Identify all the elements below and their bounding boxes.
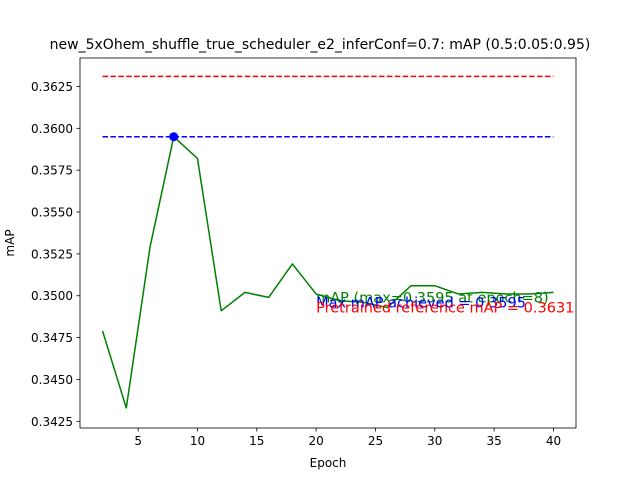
x-tick-label: 10 bbox=[190, 434, 205, 448]
y-tick-label: 0.3425 bbox=[31, 415, 73, 429]
y-axis: 0.3425 0.3450 0.3475 0.3500 0.3525 0.3550 0.35… bbox=[31, 80, 80, 429]
annotation-text: mAP (max=0.3595 at epoch=8) bbox=[316, 290, 549, 306]
x-axis-label: Epoch bbox=[310, 456, 347, 470]
x-tick-label: 35 bbox=[486, 434, 501, 448]
y-tick-label: 0.3475 bbox=[31, 331, 73, 345]
max-marker-layer bbox=[169, 132, 179, 142]
y-tick-label: 0.3575 bbox=[31, 164, 73, 178]
x-axis: 5 10 15 20 25 30 35 40 bbox=[134, 428, 561, 448]
plot-area bbox=[80, 58, 576, 428]
y-tick-label: 0.3600 bbox=[31, 122, 73, 136]
map-series-line bbox=[101, 135, 554, 409]
y-axis-label: mAP bbox=[3, 229, 17, 256]
y-tick-label: 0.3500 bbox=[31, 289, 73, 303]
axes-frame bbox=[79, 57, 577, 429]
y-tick-label: 0.3550 bbox=[31, 206, 73, 220]
y-tick-label: 0.3625 bbox=[31, 80, 73, 94]
y-tick-label: 0.3450 bbox=[31, 373, 73, 387]
annotations: mAP (max=0.3595 at epoch=8)Max mAP achie… bbox=[316, 290, 574, 316]
max-point-marker bbox=[169, 132, 179, 142]
chart-title: new_5xOhem_shuffle_true_scheduler_e2_inf… bbox=[50, 37, 591, 53]
annotation-text: Pretrained reference mAP = 0.3631 bbox=[316, 300, 574, 316]
series-layer bbox=[101, 135, 554, 409]
x-tick-label: 30 bbox=[427, 434, 442, 448]
x-tick-label: 20 bbox=[308, 434, 323, 448]
x-tick-label: 40 bbox=[546, 434, 561, 448]
annotation-text: Max mAP achieved = 0.3595 bbox=[316, 295, 526, 311]
x-tick-label: 15 bbox=[249, 434, 264, 448]
x-tick-label: 25 bbox=[368, 434, 383, 448]
x-tick-label: 5 bbox=[134, 434, 142, 448]
y-tick-label: 0.3525 bbox=[31, 247, 73, 261]
